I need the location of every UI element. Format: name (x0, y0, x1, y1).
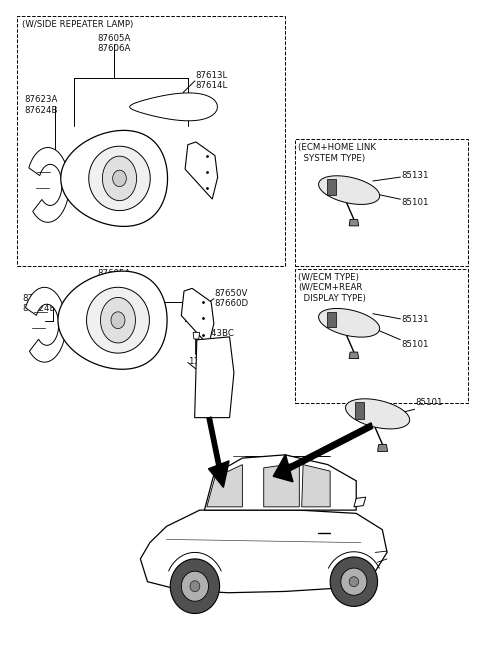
Polygon shape (185, 142, 217, 199)
Text: 85101: 85101 (401, 340, 429, 349)
Polygon shape (113, 170, 126, 186)
Polygon shape (130, 93, 217, 121)
Text: (W/SIDE REPEATER LAMP): (W/SIDE REPEATER LAMP) (22, 20, 133, 29)
Polygon shape (111, 312, 125, 329)
Text: 87623A
87624B: 87623A 87624B (24, 95, 58, 115)
Polygon shape (264, 462, 300, 507)
Text: 85101: 85101 (401, 198, 429, 207)
Polygon shape (58, 271, 167, 369)
Polygon shape (195, 337, 234, 418)
Polygon shape (346, 399, 409, 429)
Polygon shape (181, 571, 208, 602)
Polygon shape (181, 289, 214, 346)
Polygon shape (355, 402, 364, 419)
Text: 87605A
87606A: 87605A 87606A (97, 34, 131, 53)
Polygon shape (378, 445, 387, 451)
Polygon shape (193, 333, 200, 339)
Text: 87650V
87660D: 87650V 87660D (214, 289, 248, 308)
Polygon shape (301, 464, 330, 507)
Polygon shape (61, 131, 168, 226)
Text: 1129EA: 1129EA (188, 358, 221, 366)
Polygon shape (86, 287, 149, 353)
Polygon shape (170, 559, 219, 613)
Polygon shape (349, 219, 359, 226)
Text: 1243BC: 1243BC (200, 329, 234, 338)
Polygon shape (204, 455, 356, 510)
Polygon shape (330, 557, 378, 606)
Text: (ECM+HOME LINK
  SYSTEM TYPE): (ECM+HOME LINK SYSTEM TYPE) (298, 143, 376, 163)
Polygon shape (207, 417, 229, 487)
Polygon shape (327, 179, 336, 195)
Polygon shape (319, 308, 380, 337)
Polygon shape (273, 423, 372, 482)
Polygon shape (140, 510, 387, 593)
Polygon shape (341, 568, 367, 595)
Text: 85131: 85131 (401, 315, 429, 324)
Text: 87623A
87624B: 87623A 87624B (23, 293, 56, 313)
Polygon shape (319, 176, 380, 205)
Polygon shape (349, 577, 359, 586)
Polygon shape (354, 497, 366, 507)
Text: 87605A
87606A: 87605A 87606A (97, 270, 131, 289)
Polygon shape (190, 581, 200, 592)
Text: 85131: 85131 (401, 171, 429, 180)
Text: (W/ECM TYPE)
(W/ECM+REAR
  DISPLAY TYPE): (W/ECM TYPE) (W/ECM+REAR DISPLAY TYPE) (298, 273, 366, 302)
Text: 85101: 85101 (416, 398, 443, 407)
Polygon shape (349, 352, 359, 359)
Polygon shape (327, 312, 336, 327)
Polygon shape (100, 297, 135, 343)
Polygon shape (25, 287, 66, 362)
Text: 87613L
87614L: 87613L 87614L (195, 71, 227, 91)
Polygon shape (29, 148, 69, 222)
Polygon shape (89, 146, 150, 211)
Polygon shape (207, 464, 242, 507)
Polygon shape (102, 156, 137, 201)
